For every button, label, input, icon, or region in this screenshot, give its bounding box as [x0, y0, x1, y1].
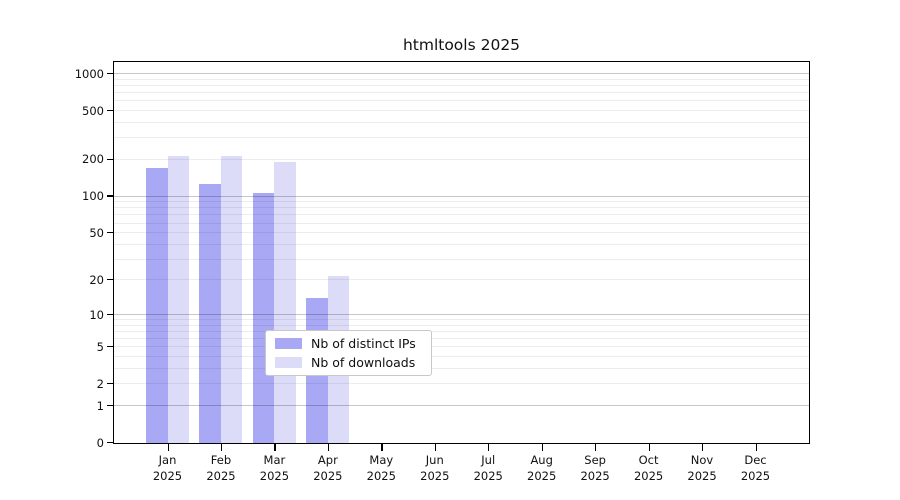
- y-tick: [107, 313, 114, 315]
- y-tick-label: 0: [96, 435, 104, 450]
- x-tick-label: Apr 2025: [313, 453, 343, 483]
- x-tick-label: Jun 2025: [420, 453, 450, 483]
- legend-swatch-distinct-ips: [275, 338, 302, 349]
- gridline: [114, 73, 809, 75]
- bar-nb-of-downloads-mar: [274, 161, 296, 443]
- plot-area: Jan 2025 Feb 2025 Mar 2025 Apr 2025 May 2025…: [75, 61, 810, 483]
- x-tick: [702, 444, 704, 451]
- legend-swatch-downloads: [275, 357, 302, 368]
- x-tick-label: Jan 2025: [152, 453, 183, 483]
- y-tick-label: 500: [82, 103, 104, 118]
- gridline: [114, 110, 809, 112]
- y-tick: [107, 346, 114, 348]
- y-tick: [107, 195, 114, 197]
- gridline: [114, 100, 809, 102]
- x-tick-label: Jul 2025: [473, 453, 503, 483]
- y-tick-label: 50: [89, 225, 104, 240]
- x-tick-label: Mar 2025: [259, 453, 290, 483]
- y-tick: [107, 279, 114, 281]
- bar-nb-of-downloads-feb: [220, 156, 243, 443]
- y-tick-label: 2: [96, 376, 104, 391]
- y-tick: [107, 383, 114, 385]
- x-tick: [755, 444, 757, 451]
- x-tick: [220, 444, 223, 451]
- y-tick-label: 20: [89, 272, 104, 287]
- x-tick: [541, 444, 543, 451]
- x-tick-label: May 2025: [366, 453, 396, 483]
- y-tick: [107, 404, 114, 406]
- gridline: [114, 158, 809, 160]
- y-tick: [107, 73, 114, 75]
- x-tick: [595, 444, 597, 451]
- gridline: [114, 85, 809, 87]
- gridline: [114, 92, 809, 94]
- x-tick-label: Dec 2025: [740, 453, 771, 483]
- x-tick-label: Feb 2025: [206, 453, 236, 483]
- y-tick: [107, 231, 114, 234]
- x-tick: [381, 444, 383, 451]
- chart-title: htmltools 2025: [402, 36, 521, 54]
- x-tick: [648, 444, 650, 451]
- y-tick: [107, 109, 114, 112]
- x-tick-label: Aug 2025: [527, 453, 557, 483]
- y-tick: [107, 441, 114, 443]
- legend-entry-downloads: Nb of downloads: [275, 355, 422, 370]
- y-tick-label: 200: [82, 152, 104, 167]
- bar-nb-of-distinct-ips-jan: [146, 168, 168, 443]
- legend-label-distinct-ips: Nb of distinct IPs: [311, 336, 416, 351]
- x-tick: [167, 444, 169, 451]
- legend-label-downloads: Nb of downloads: [311, 355, 416, 370]
- y-tick-label: 100: [82, 189, 104, 204]
- gridline: [114, 78, 809, 80]
- gridline: [114, 122, 809, 124]
- x-tick-label: Sep 2025: [580, 453, 610, 483]
- y-tick-label: 1000: [74, 66, 104, 81]
- legend: Nb of distinct IPs Nb of downloads: [265, 330, 432, 376]
- y-tick: [107, 158, 114, 160]
- x-tick-label: Oct 2025: [633, 453, 664, 483]
- bar-nb-of-distinct-ips-feb: [199, 183, 221, 443]
- legend-entry-distinct-ips: Nb of distinct IPs: [275, 336, 422, 351]
- y-tick-label: 5: [96, 339, 104, 354]
- bar-nb-of-downloads-jan: [167, 155, 189, 443]
- y-tick-label: 10: [89, 307, 104, 322]
- x-tick: [274, 444, 276, 451]
- x-tick: [488, 444, 490, 451]
- bar-nb-of-distinct-ips-mar: [252, 193, 275, 443]
- x-tick: [434, 444, 436, 451]
- x-tick-label: Nov 2025: [687, 453, 717, 483]
- y-tick-label: 1: [96, 398, 104, 413]
- x-tick: [327, 444, 330, 451]
- gridline: [114, 137, 809, 139]
